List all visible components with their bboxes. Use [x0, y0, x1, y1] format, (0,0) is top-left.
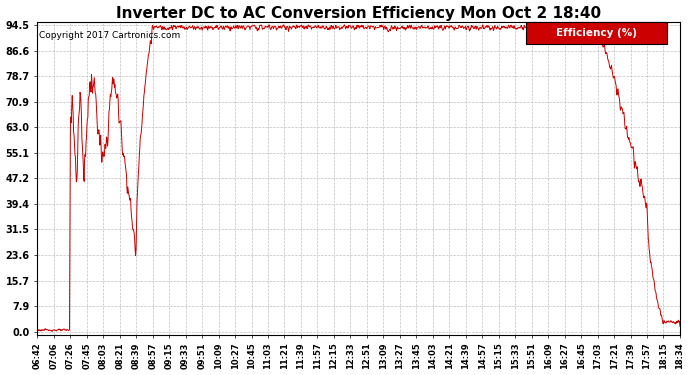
Title: Inverter DC to AC Conversion Efficiency Mon Oct 2 18:40: Inverter DC to AC Conversion Efficiency … — [116, 6, 601, 21]
FancyBboxPatch shape — [526, 22, 667, 44]
Text: Copyright 2017 Cartronics.com: Copyright 2017 Cartronics.com — [39, 31, 180, 40]
Text: Efficiency (%): Efficiency (%) — [556, 28, 637, 38]
